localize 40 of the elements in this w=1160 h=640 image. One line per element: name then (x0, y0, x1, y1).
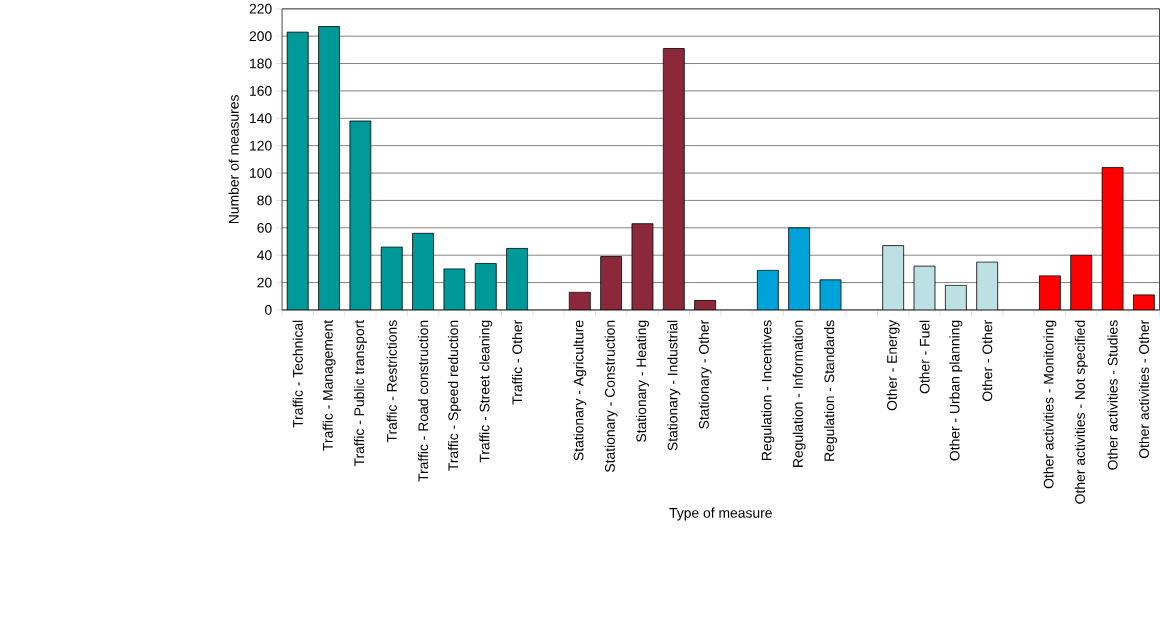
x-tick-label: Stationary - Construction (604, 320, 618, 473)
x-tick-label: Other activities - Monitoring (1043, 320, 1057, 489)
x-tick-label: Stationary - Heating (635, 320, 649, 443)
x-tick-label: Stationary - Other (698, 320, 712, 430)
y-tick-label: 200 (249, 31, 272, 42)
bar (694, 300, 717, 311)
y-tick-label: 20 (257, 277, 272, 288)
x-tick-label: Traffic - Road construction (417, 320, 429, 482)
y-tick-label: 0 (265, 305, 272, 316)
x-tick-label: Traffic - Street cleaning (479, 320, 493, 463)
x-tick-label: Regulation - Standards (824, 320, 837, 461)
x-tick-label: Traffic - Technical (292, 320, 303, 428)
x-tick-label: Other - Urban planning (949, 320, 963, 461)
x-tick-label: Traffic - Other (512, 320, 523, 405)
x-tick-label: Traffic - Speed reduction (447, 320, 461, 472)
x-tick-label: Traffic - Public transport (353, 320, 367, 467)
x-tick-label: Other - Other (982, 320, 993, 402)
x-tick-label: Other activities - Studies (1107, 320, 1118, 470)
y-tick-label: 100 (250, 168, 272, 179)
y-tick-label: 60 (257, 223, 272, 233)
y-tick-label: 160 (250, 86, 272, 97)
y-tick-label: 40 (257, 250, 272, 261)
bar (756, 270, 779, 311)
x-axis-title: Type of measure (669, 507, 772, 521)
x-tick-label: Regulation - Incentives (761, 320, 775, 461)
x-tick-label: Other activities - Not specified (1074, 320, 1088, 504)
y-tick-label: 80 (257, 195, 272, 206)
x-tick-label: Stationary - Agriculture (573, 320, 587, 461)
x-tick-label: Regulation - Information (792, 320, 806, 468)
x-tick-label: Traffic - Restrictions (386, 320, 397, 443)
y-tick-label: 120 (250, 140, 272, 151)
x-tick-label: Traffic - Management (322, 320, 336, 451)
x-tick-label: Other activities - Other (1138, 320, 1149, 459)
x-tick-label: Other - Fuel (919, 320, 930, 394)
y-axis-title: Number of measures (228, 95, 239, 224)
x-tick-label: Stationary - Industrial (667, 321, 681, 451)
x-tick-label: Other - Energy (886, 320, 900, 411)
y-tick-label: 140 (250, 113, 272, 124)
y-tick-label: 220 (249, 4, 272, 14)
y-tick-label: 180 (250, 58, 272, 69)
